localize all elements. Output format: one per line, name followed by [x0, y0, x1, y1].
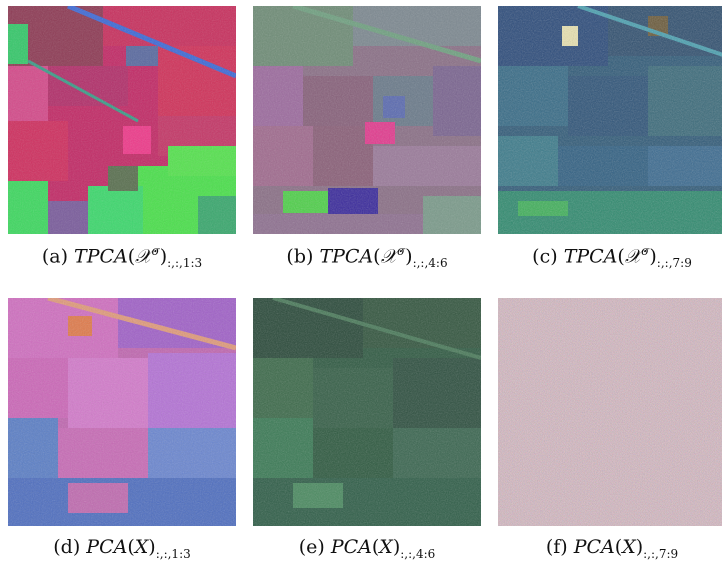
panel-f: (f) PCA(X):,:,7:9 — [498, 298, 722, 561]
panel-b-caption: (b) TPCA(𝒳σ):,:,4:6 — [286, 244, 448, 271]
panel-d-image — [8, 298, 236, 526]
panel-a-image — [8, 6, 236, 234]
panel-d-caption: (d) PCA(X):,:,1:3 — [53, 536, 191, 561]
panel-a: (a) TPCA(𝒳σ):,:,1:3 — [8, 6, 236, 270]
panel-b: (b) TPCA(𝒳σ):,:,4:6 — [253, 6, 481, 270]
panel-f-image — [498, 298, 722, 526]
panel-e: (e) PCA(X):,:,4:6 — [253, 298, 481, 561]
panel-c-caption: (c) TPCA(𝒳σ):,:,7:9 — [532, 244, 692, 271]
panel-f-caption: (f) PCA(X):,:,7:9 — [545, 536, 679, 561]
panel-e-image — [253, 298, 481, 526]
panel-e-caption: (e) PCA(X):,:,4:6 — [298, 536, 436, 561]
panel-c-image — [498, 6, 722, 234]
panel-b-image — [253, 6, 481, 234]
panel-c: (c) TPCA(𝒳σ):,:,7:9 — [498, 6, 722, 270]
panel-d: (d) PCA(X):,:,1:3 — [8, 298, 236, 561]
panel-a-caption: (a) TPCA(𝒳σ):,:,1:3 — [41, 244, 203, 271]
